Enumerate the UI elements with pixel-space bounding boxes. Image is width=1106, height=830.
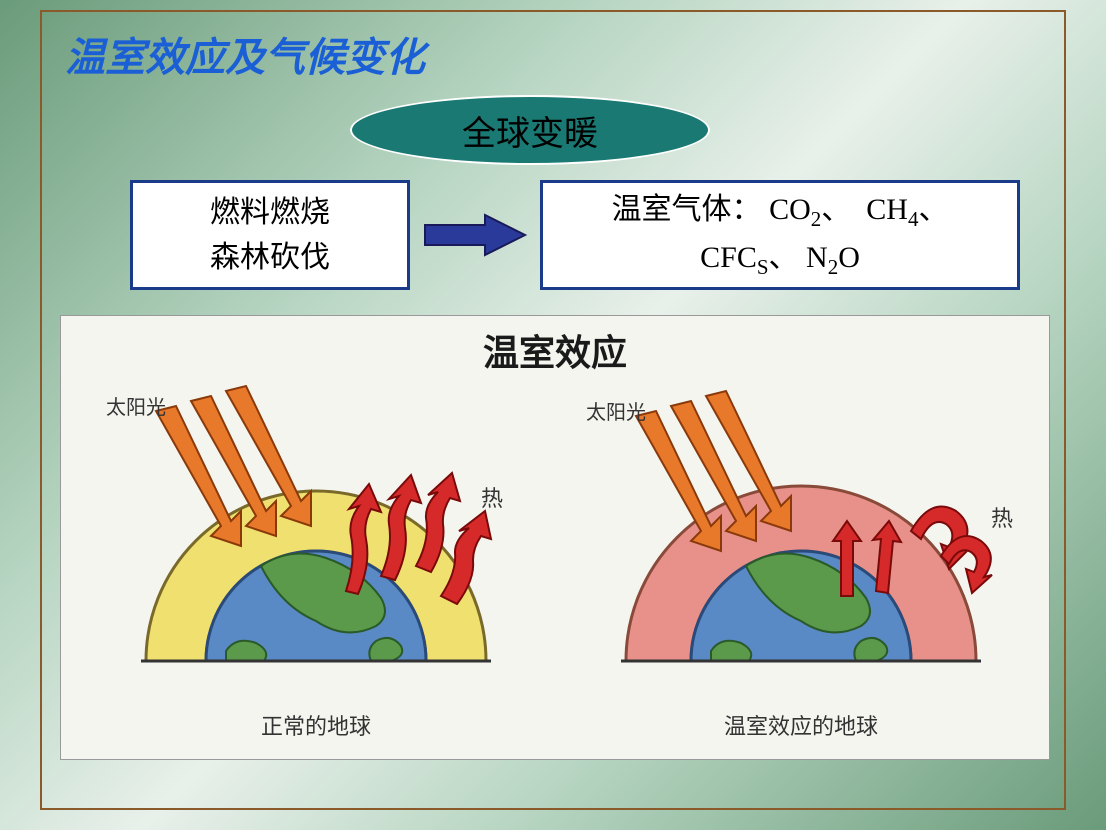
earth-greenhouse: 太阳光 热 温室效应的地球 — [571, 371, 1031, 751]
diagram-title: 温室效应 — [61, 324, 1049, 376]
earth-normal-svg — [86, 371, 546, 711]
cause-line-1: 燃料燃烧 — [210, 190, 330, 235]
cause-line-2: 森林砍伐 — [210, 235, 330, 280]
box-gases: 温室气体： CO2、 CH4、 CFCS、 N2O — [540, 180, 1020, 290]
arrow-shape — [425, 215, 525, 255]
oval-text: 全球变暖 — [462, 106, 598, 155]
gases-line-2: CFCS、 N2O — [700, 235, 860, 284]
gases-line-1: 温室气体： CO2、 CH4、 — [612, 187, 949, 236]
box-causes: 燃料燃烧 森林砍伐 — [130, 180, 410, 290]
arrow-icon — [420, 210, 530, 260]
heat-label-left: 热 — [481, 481, 503, 513]
caption-normal: 正常的地球 — [86, 709, 546, 741]
sun-label-right: 太阳光 — [586, 396, 646, 425]
land-greenhouse-3 — [854, 638, 887, 661]
oval-global-warming: 全球变暖 — [350, 95, 710, 165]
heat-label-right: 热 — [991, 501, 1013, 533]
caption-greenhouse: 温室效应的地球 — [571, 709, 1031, 741]
sun-label-left: 太阳光 — [106, 391, 166, 420]
slide-title: 温室效应及气候变化 — [65, 25, 425, 83]
diagram-panel: 温室效应 — [60, 315, 1050, 760]
earth-normal: 太阳光 热 正常的地球 — [86, 371, 546, 751]
land-normal-3 — [369, 638, 402, 661]
